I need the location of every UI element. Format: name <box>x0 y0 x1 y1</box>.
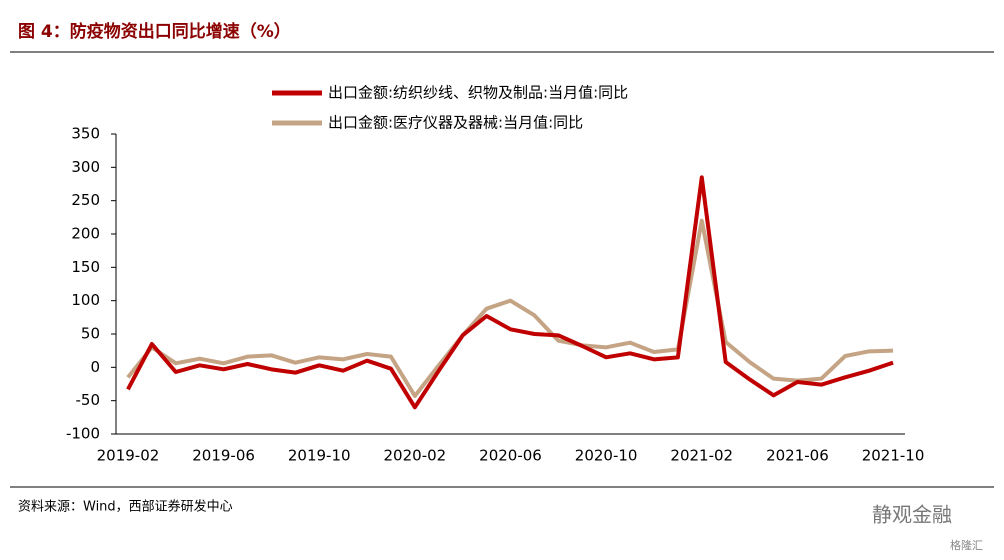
y-tick-label: 150 <box>71 258 100 276</box>
y-tick-label: -50 <box>76 391 101 409</box>
legend-label: 出口金额:医疗仪器及器械:当月值:同比 <box>328 114 583 132</box>
watermark-small: 格隆汇 <box>950 538 983 552</box>
x-tick-label: 2020-02 <box>384 447 447 465</box>
x-tick-label: 2019-06 <box>192 447 255 465</box>
x-tick-label: 2021-06 <box>766 447 829 465</box>
y-tick-label: -100 <box>66 425 100 443</box>
source: 资料来源：Wind，西部证券研发中心 <box>18 499 233 515</box>
y-tick-label: 50 <box>81 325 100 343</box>
chart-title: 图 4：防疫物资出口同比增速（%） <box>18 21 291 42</box>
x-tick-label: 2021-10 <box>862 447 925 465</box>
legend-label: 出口金额:纺织纱线、织物及制品:当月值:同比 <box>328 84 628 102</box>
y-tick-label: 300 <box>71 158 100 176</box>
x-tick-label: 2020-10 <box>575 447 638 465</box>
x-tick-label: 2021-02 <box>670 447 733 465</box>
x-tick-label: 2020-06 <box>479 447 542 465</box>
x-tick-label: 2019-10 <box>288 447 351 465</box>
y-tick-label: 200 <box>71 225 100 243</box>
series-line <box>126 175 894 410</box>
watermark: 静观金融 <box>872 503 952 527</box>
x-tick-label: 2019-02 <box>97 447 160 465</box>
y-tick-label: 0 <box>90 358 100 376</box>
series-line <box>126 218 894 398</box>
y-tick-label: 250 <box>71 191 100 209</box>
y-tick-label: 350 <box>71 125 100 143</box>
y-tick-label: 100 <box>71 291 100 309</box>
